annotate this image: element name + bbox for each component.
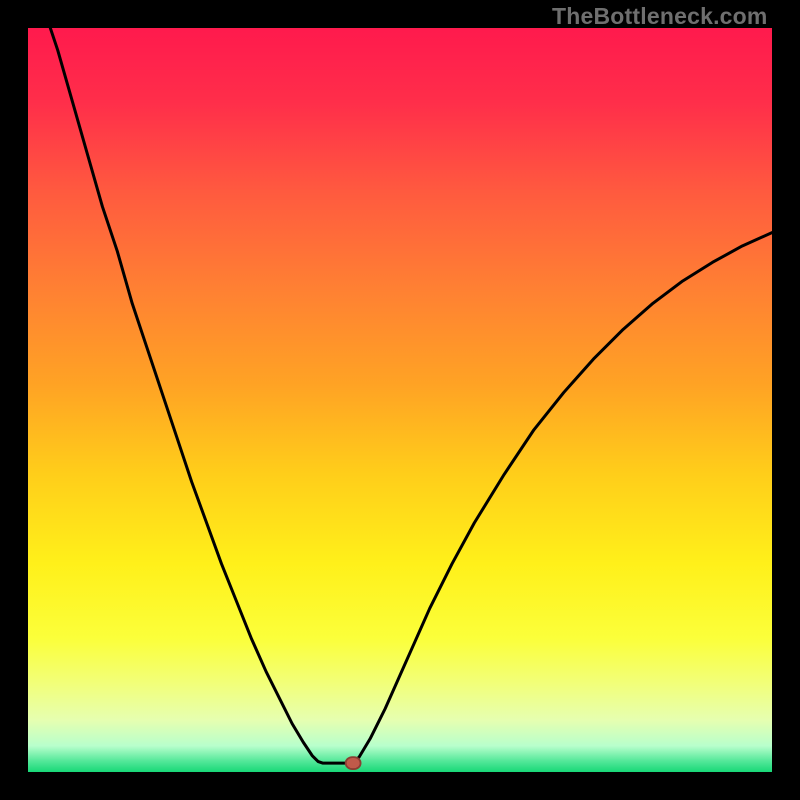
chart-svg [28,28,772,772]
min-marker [346,757,361,769]
plot-area [28,28,772,772]
watermark-text: TheBottleneck.com [552,3,768,30]
chart-background [28,28,772,772]
